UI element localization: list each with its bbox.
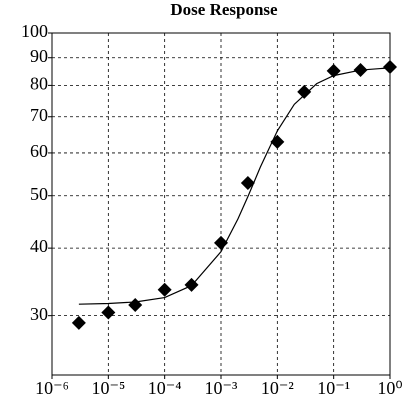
x-tick-label: 10⁻⁴ — [148, 378, 182, 398]
x-tick-label: 10⁻⁶ — [35, 378, 69, 398]
point — [383, 60, 397, 75]
point — [297, 84, 312, 99]
fit-line — [78, 67, 391, 305]
y-tick-label: 100 — [21, 21, 48, 41]
plot-frame — [51, 32, 391, 376]
x-tick-label: 10⁻³ — [205, 378, 239, 398]
point — [157, 282, 172, 297]
y-tick-label: 60 — [30, 141, 48, 161]
point — [101, 305, 116, 320]
chart-title: Dose Response — [170, 0, 278, 19]
y-tick-label: 70 — [30, 105, 48, 125]
y-tick-label: 80 — [30, 74, 48, 94]
point — [214, 235, 228, 250]
point — [128, 297, 143, 312]
y-tick-label: 50 — [30, 184, 48, 204]
x-tick-label: 10⁰ — [377, 378, 402, 398]
y-tick-label: 90 — [30, 46, 48, 66]
y-tick-label: 40 — [30, 236, 48, 256]
x-tick-label: 10⁻⁵ — [91, 378, 125, 398]
x-tick-label: 10⁻² — [261, 378, 294, 398]
x-tick-label: 10⁻¹ — [317, 378, 350, 398]
point — [240, 175, 255, 190]
y-tick-label: 30 — [30, 304, 48, 324]
point — [71, 315, 86, 330]
